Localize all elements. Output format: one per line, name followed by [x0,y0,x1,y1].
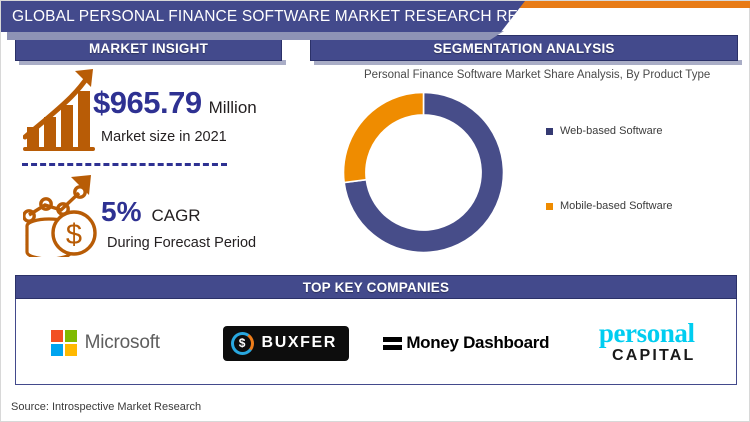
legend-swatch-web-icon [546,127,553,135]
company-logo-microsoft: Microsoft [15,301,196,385]
cagr-label: CAGR [151,206,201,225]
donut-slice [343,91,505,254]
coins-dollar-growth-icon: $ [22,171,105,262]
company-logo-money-dashboard: Money Dashboard [376,301,557,385]
segmentation-header-shadow [314,60,742,65]
legend-item-mobile-based: Mobile-based Software [546,200,736,212]
legend-label-mobile-based: Mobile-based Software [560,200,673,212]
market-size-unit: Million [208,98,257,117]
market-insight-body: $965.79 Million Market size in 2021 [15,63,300,268]
source-note: Source: Introspective Market Research [11,401,202,413]
buxfer-wordmark: BUXFER [261,334,337,351]
cagr-value-row: 5% CAGR [101,198,201,226]
money-dashboard-wordmark: Money Dashboard [406,333,550,352]
svg-text:$: $ [66,219,82,251]
top-companies-header: TOP KEY COMPANIES [15,275,737,299]
cagr-caption: During Forecast Period [107,235,257,251]
personal-capital-wordmark-bottom: CAPITAL [611,347,696,365]
microsoft-squares-icon [50,330,77,356]
chart-subtitle: Personal Finance Software Market Share A… [364,69,711,81]
market-insight-header-shadow [19,60,286,65]
chart-legend: Web-based Software Mobile-based Software [546,125,736,212]
top-orange-accent-bar [507,1,750,8]
legend-item-web-based: Web-based Software [546,125,736,137]
buxfer-dollar-coin-icon [230,331,254,355]
company-logo-personal-capital: personal CAPITAL [557,301,738,385]
cagr-value: 5% [101,196,142,227]
page-title: GLOBAL PERSONAL FINANCE SOFTWARE MARKET … [12,7,562,25]
market-size-amount: $965.79 [93,85,202,120]
bar-chart-growth-icon [22,65,103,158]
money-dashboard-bars-icon [383,336,403,350]
company-logo-buxfer: BUXFER [196,301,377,385]
donut-chart [336,85,511,265]
segmentation-body: Personal Finance Software Market Share A… [310,63,738,268]
title-banner-shadow [7,31,504,40]
legend-label-web-based: Web-based Software [560,125,663,137]
top-companies-logo-row: Microsoft BUXFER Money Dashboard persona… [15,301,737,385]
personal-capital-wordmark-top: personal [598,317,695,348]
market-insight-header-label: MARKET INSIGHT [88,40,209,56]
market-size-value-row: $965.79 Million [93,87,257,118]
dashed-divider [22,163,227,166]
report-title-banner: GLOBAL PERSONAL FINANCE SOFTWARE MARKET … [1,1,525,32]
microsoft-wordmark: Microsoft [84,332,160,353]
top-companies-header-label: TOP KEY COMPANIES [302,279,450,295]
donut-slice [342,91,425,184]
market-size-caption: Market size in 2021 [101,129,227,145]
segmentation-header-label: SEGMENTATION ANALYSIS [433,40,615,56]
legend-swatch-mobile-icon [546,202,553,210]
